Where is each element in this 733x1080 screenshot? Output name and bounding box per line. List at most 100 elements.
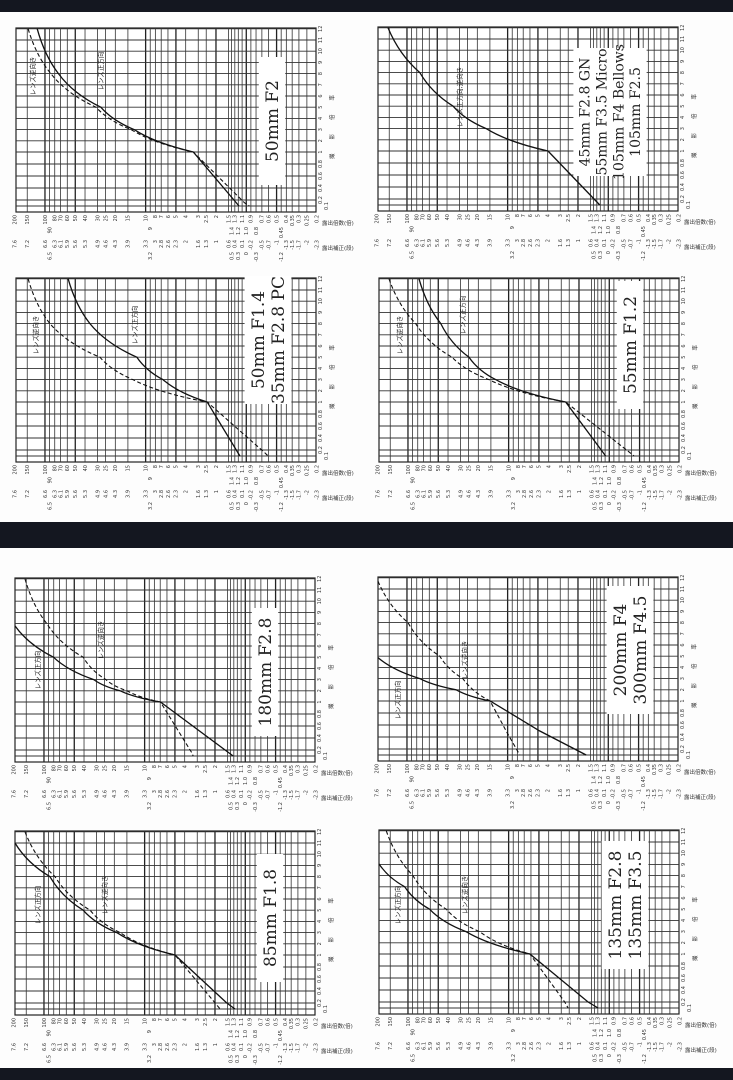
stop-tick-label: -1.3 xyxy=(284,240,290,250)
factor-tick-label: 25 xyxy=(466,1017,472,1023)
factor-tick-label: 8 xyxy=(515,214,521,217)
stop-tick-label: 4.6 xyxy=(465,239,471,247)
stop-tick-label: 4.3 xyxy=(475,789,481,797)
magnification-tick-label: 7 xyxy=(318,333,324,336)
stop-tick-label: 7.2 xyxy=(387,239,393,247)
magnification-tick-label: 1 xyxy=(681,400,687,403)
factor-tick-label: 1.3 xyxy=(596,1017,602,1025)
magnification-tick-label: 9 xyxy=(317,611,323,614)
stops-row-title: 露出補正(段) xyxy=(321,794,353,802)
stop-tick-label: 1.6 xyxy=(196,490,202,498)
factor-tick-label: 25 xyxy=(103,465,109,471)
stop-tick-label: 2.3 xyxy=(536,789,542,797)
stop-tick-label: 4.3 xyxy=(476,490,482,498)
factor-tick-label: 0.25 xyxy=(668,465,674,476)
curve-label: レンズ逆向き xyxy=(395,316,404,355)
factor-tick-label: 90 xyxy=(46,1030,52,1036)
stop-tick-label: 3.3 xyxy=(143,490,149,498)
magnification-tick-label: 6 xyxy=(318,344,324,347)
magnification-tick-label: 12 xyxy=(681,276,687,282)
factor-tick-label: 0.6 xyxy=(629,1017,635,1025)
magnification-tick-label: 4 xyxy=(681,919,687,922)
magnification-tick-label: 0.4 xyxy=(681,986,687,994)
factor-tick-label: 15 xyxy=(488,764,494,770)
magnification-tick-label: 5 xyxy=(681,908,687,911)
magnification-tick-label: 0.8 xyxy=(317,710,323,718)
stop-tick-label: 6.1 xyxy=(57,1043,63,1051)
factor-tick-label: 100 xyxy=(406,465,412,475)
factor-tick-label: 8 xyxy=(152,765,158,768)
curve-label: レンズ正方向 xyxy=(130,306,139,345)
stop-tick-label: 3.3 xyxy=(143,240,149,248)
factor-tick-label: 200 xyxy=(375,1017,381,1027)
factor-tick-label: 9 xyxy=(147,1030,153,1033)
factor-tick-label: 0.4 xyxy=(283,1018,289,1026)
factor-tick-label: 60 xyxy=(427,214,433,220)
magnification-axis-title: 撮影倍率 xyxy=(328,331,336,409)
magnification-tick-label: 8 xyxy=(680,621,686,624)
factor-row-title: 露出倍数(倍) xyxy=(321,769,353,777)
factor-tick-label: 1.5 xyxy=(588,764,594,772)
factor-tick-label: 1.5 xyxy=(225,765,231,773)
factor-tick-label: 60 xyxy=(64,1018,70,1024)
factor-tick-label: 7 xyxy=(521,764,527,767)
factor-tick-label: 0.3 xyxy=(659,764,665,772)
stop-tick-label: -1.3 xyxy=(283,1043,289,1053)
stop-tick-label: 2.8 xyxy=(158,1043,164,1051)
magnification-tick-label: 11 xyxy=(317,840,323,846)
stop-tick-label: 3 xyxy=(515,239,521,242)
stop-tick-label: 3.9 xyxy=(489,1042,495,1050)
stop-tick-label: -1 xyxy=(273,1043,279,1048)
chart-title-line: 300mm F4.5 xyxy=(631,596,651,705)
curve-label: レンズ逆向き xyxy=(460,876,469,915)
factor-tick-label: 2 xyxy=(213,765,219,768)
magnification-tick-label: 0.1 xyxy=(686,751,692,759)
stop-tick-label: 3 xyxy=(515,789,521,792)
stop-tick-label: 3.3 xyxy=(506,1042,512,1050)
title-background xyxy=(251,608,279,736)
stop-tick-label: -0.2 xyxy=(249,240,255,250)
factor-tick-label: 0.2 xyxy=(314,215,320,223)
factor-tick-label: 150 xyxy=(24,1018,30,1028)
factor-tick-label: 1.5 xyxy=(226,465,232,473)
magnification-tick-label: 11 xyxy=(318,287,324,293)
magnification-tick-label: 10 xyxy=(681,850,687,856)
factor-tick-label: 0.9 xyxy=(611,764,617,772)
factor-tick-label: 0.9 xyxy=(249,465,255,473)
magnification-tick-label: 0.1 xyxy=(687,452,693,460)
stop-tick-label: 4.9 xyxy=(95,240,101,248)
factor-tick-label: 9 xyxy=(147,777,153,780)
exposure-chart: 2007.61507.21006.6906.5806.3706.1605.950… xyxy=(374,25,715,261)
stop-tick-label: 4.3 xyxy=(112,790,118,798)
stop-tick-label: 3.2 xyxy=(147,802,153,810)
stop-tick-label: -1.2 xyxy=(279,502,285,512)
factor-tick-label: 0.8 xyxy=(254,477,260,485)
factor-tick-label: 15 xyxy=(489,465,495,471)
factor-tick-label: 2 xyxy=(577,465,583,468)
factor-tick-label: 0.6 xyxy=(628,214,634,222)
factor-tick-label: 25 xyxy=(103,215,109,221)
factor-tick-label: 5 xyxy=(173,1018,179,1021)
stop-tick-label: 3.3 xyxy=(506,490,512,498)
factor-tick-label: 0.9 xyxy=(611,214,617,222)
stop-tick-label: 0.1 xyxy=(603,490,609,498)
magnification-tick-label: 9 xyxy=(317,864,323,867)
magnification-tick-label: 0.4 xyxy=(317,734,323,742)
stop-tick-label: -0.3 xyxy=(253,1055,259,1065)
stop-tick-label: 4.6 xyxy=(466,490,472,498)
magnification-tick-label: 1 xyxy=(317,953,323,956)
stop-tick-label: -0.5 xyxy=(259,1043,265,1053)
curve-lens-reversed xyxy=(388,278,635,457)
stop-tick-label: -0.7 xyxy=(629,490,635,500)
stop-tick-label: 6.5 xyxy=(410,502,416,510)
stop-tick-label: 0.3 xyxy=(236,252,242,260)
factor-tick-label: 4 xyxy=(545,214,551,217)
magnification-tick-label: 3 xyxy=(317,931,323,934)
factor-tick-label: 0.7 xyxy=(622,764,628,772)
factor-tick-label: 0.35 xyxy=(652,214,658,225)
magnification-tick-label: 3 xyxy=(681,930,687,933)
factor-tick-label: 1.2 xyxy=(236,477,242,485)
exposure-chart: 2007.61507.21006.6906.5806.3706.1605.950… xyxy=(375,276,716,512)
stop-tick-label: -0.3 xyxy=(254,252,260,262)
stop-tick-label: -2.3 xyxy=(314,490,320,500)
